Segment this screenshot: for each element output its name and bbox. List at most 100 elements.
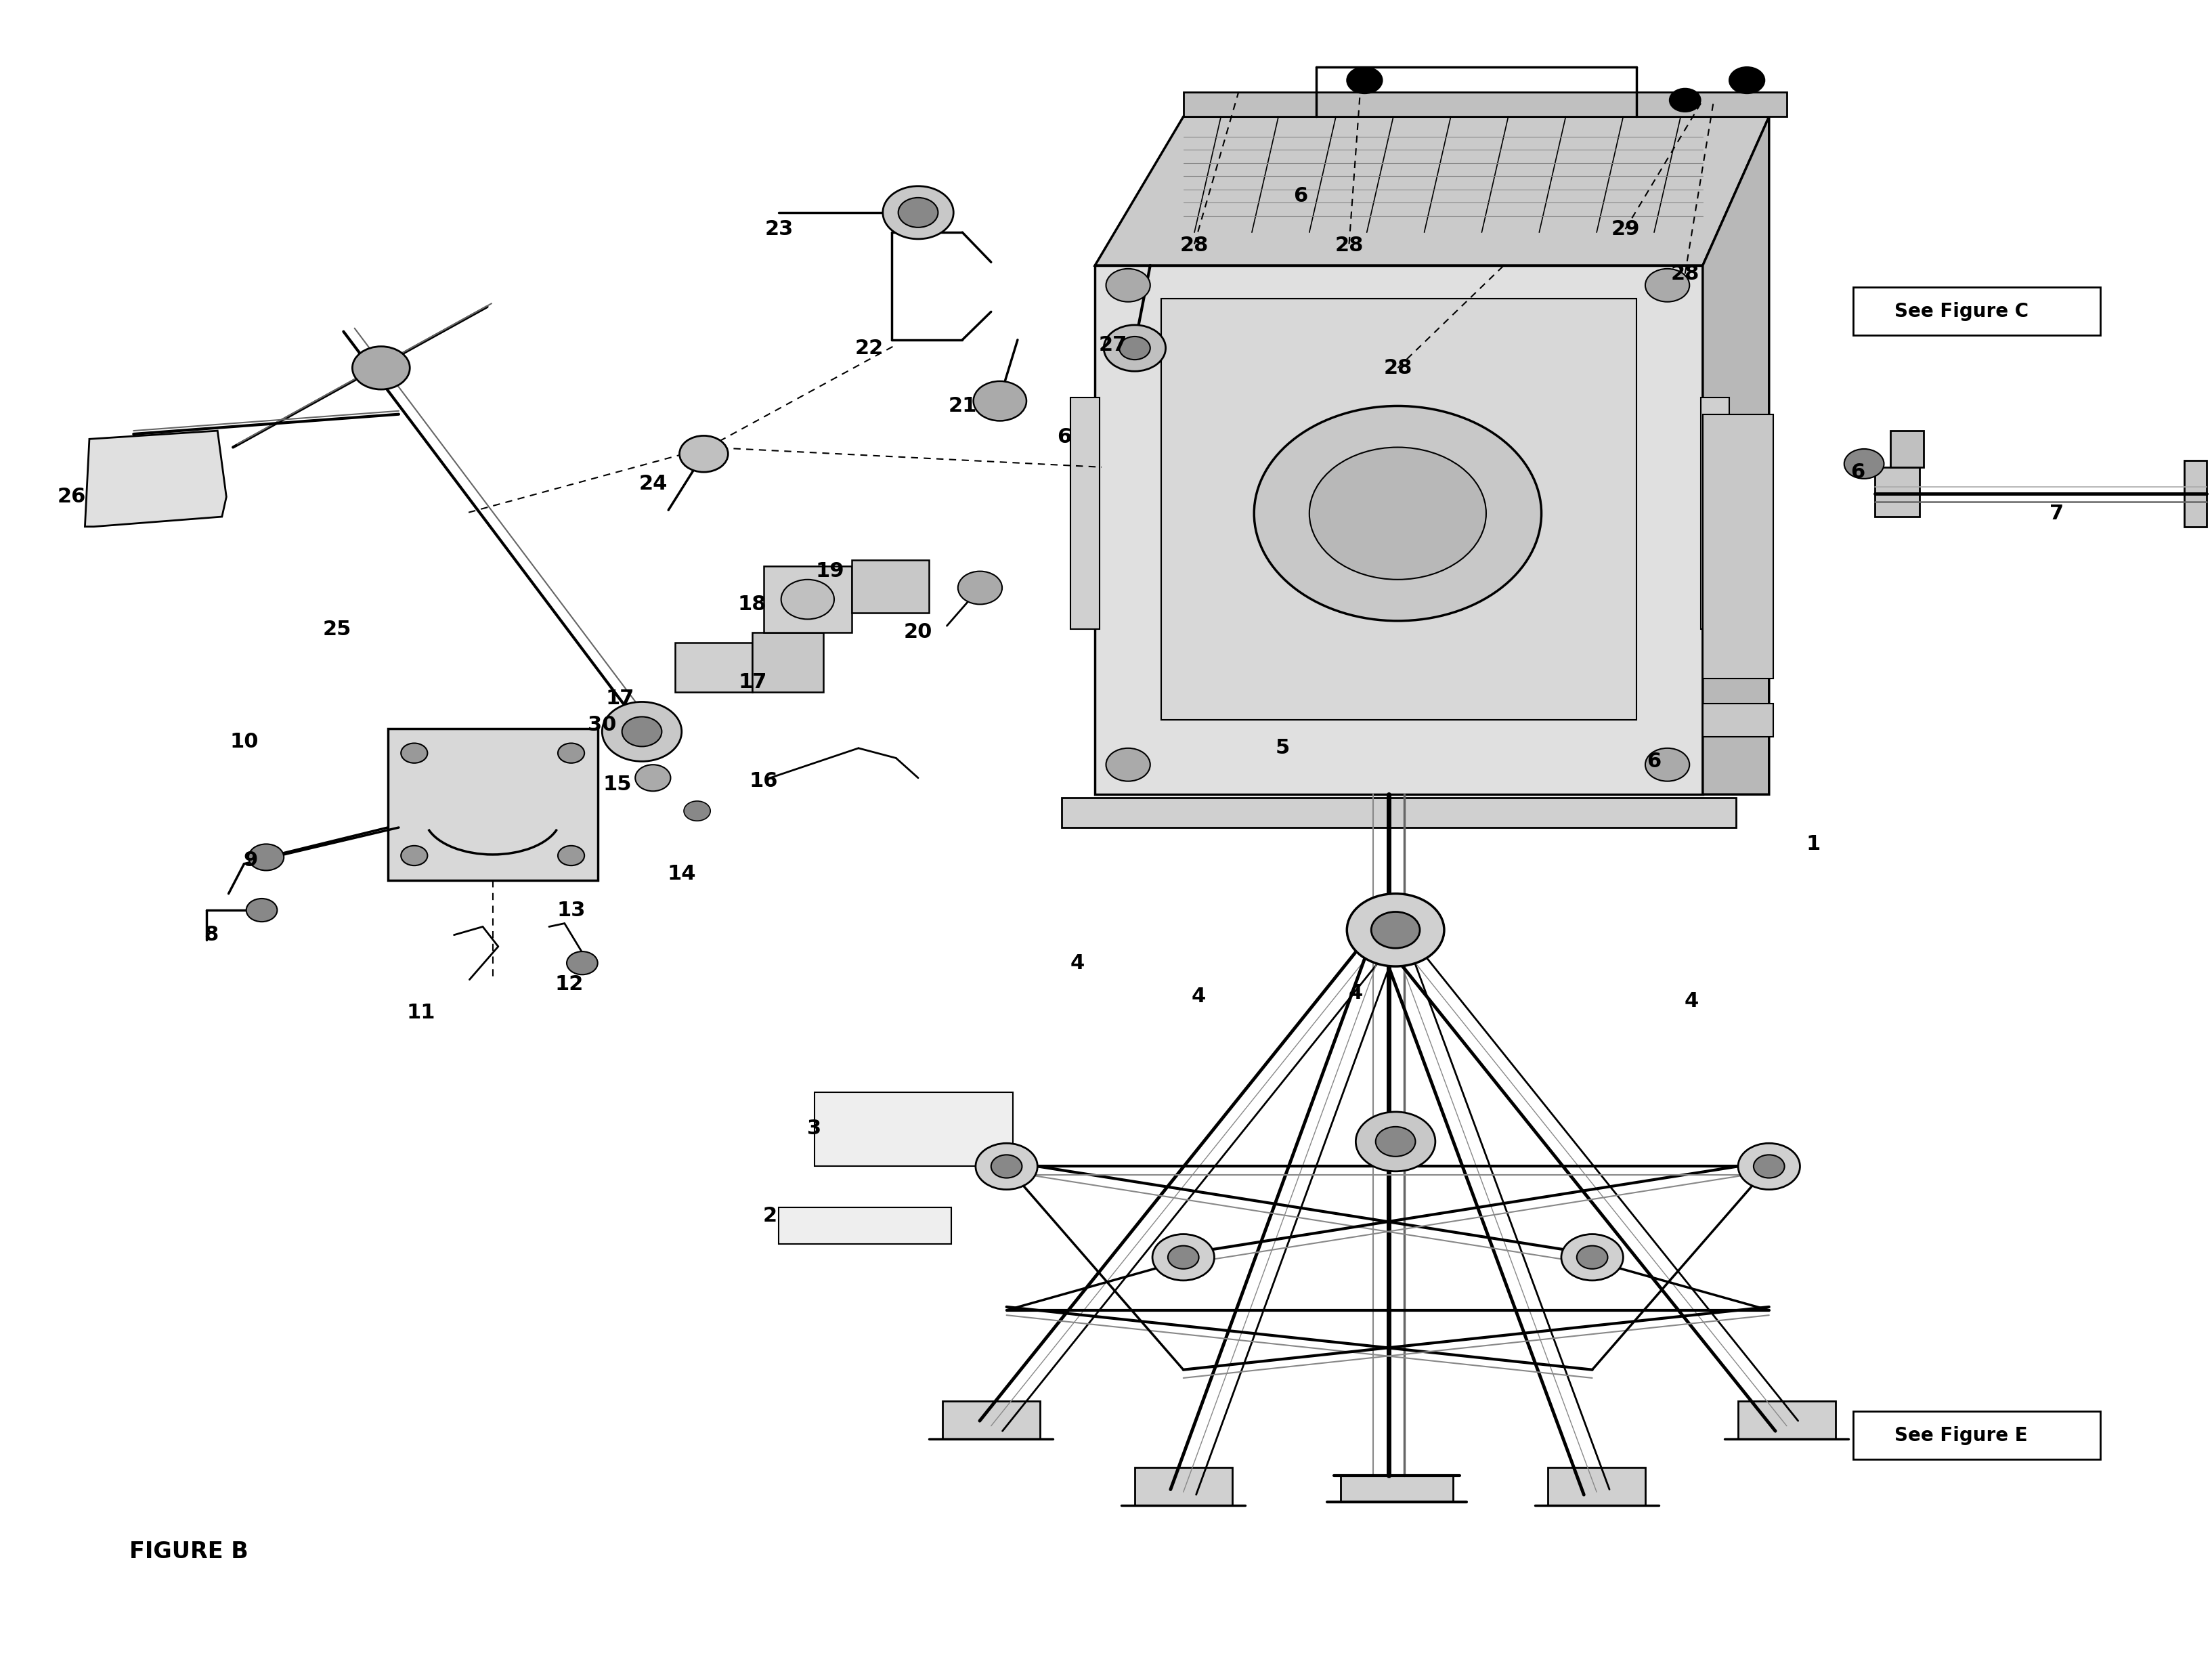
Text: 4: 4 — [1192, 986, 1206, 1006]
Text: 21: 21 — [949, 396, 978, 415]
Circle shape — [400, 743, 427, 763]
Text: 23: 23 — [765, 218, 794, 238]
Circle shape — [400, 846, 427, 866]
Text: 24: 24 — [639, 473, 668, 493]
Circle shape — [883, 185, 953, 238]
Polygon shape — [1095, 116, 1770, 265]
Text: See Figure E: See Figure E — [1896, 1427, 2028, 1445]
Circle shape — [602, 702, 681, 761]
Text: 25: 25 — [323, 619, 352, 639]
Text: 28: 28 — [1179, 235, 1208, 255]
Polygon shape — [814, 1092, 1013, 1167]
Text: 16: 16 — [750, 771, 779, 791]
Polygon shape — [1161, 298, 1637, 720]
Text: 29: 29 — [1610, 218, 1639, 238]
Circle shape — [958, 571, 1002, 604]
Circle shape — [1577, 1246, 1608, 1269]
Text: 4: 4 — [1071, 953, 1084, 973]
Text: 28: 28 — [1670, 263, 1699, 283]
Circle shape — [557, 743, 584, 763]
Circle shape — [1104, 324, 1166, 371]
Polygon shape — [1876, 467, 1920, 516]
Polygon shape — [387, 728, 597, 880]
Text: 6: 6 — [1849, 462, 1865, 482]
Text: 6: 6 — [1648, 751, 1661, 771]
Circle shape — [1356, 1112, 1436, 1172]
FancyBboxPatch shape — [1854, 286, 2101, 334]
FancyBboxPatch shape — [1854, 1412, 2101, 1460]
Circle shape — [1152, 1235, 1214, 1281]
Text: 30: 30 — [588, 715, 617, 735]
Polygon shape — [852, 559, 929, 612]
Circle shape — [1168, 1246, 1199, 1269]
Text: 20: 20 — [905, 622, 933, 642]
Text: 19: 19 — [816, 561, 845, 581]
Polygon shape — [752, 632, 823, 692]
Text: 3: 3 — [807, 1119, 821, 1139]
Text: 2: 2 — [763, 1206, 776, 1226]
Text: 28: 28 — [1382, 357, 1411, 377]
Circle shape — [635, 765, 670, 791]
Circle shape — [991, 1155, 1022, 1178]
Text: 11: 11 — [407, 1003, 436, 1023]
Polygon shape — [763, 566, 852, 632]
Text: 17: 17 — [606, 688, 635, 708]
Text: 28: 28 — [1334, 235, 1363, 255]
Polygon shape — [1340, 1476, 1453, 1503]
Circle shape — [1310, 447, 1486, 579]
Text: 4: 4 — [1686, 991, 1699, 1011]
Polygon shape — [84, 430, 226, 526]
Polygon shape — [675, 642, 752, 692]
Circle shape — [1739, 1144, 1801, 1190]
Circle shape — [781, 579, 834, 619]
Text: 4: 4 — [1349, 983, 1363, 1003]
Text: 26: 26 — [58, 487, 86, 506]
Text: 12: 12 — [555, 975, 584, 995]
Circle shape — [898, 197, 938, 227]
Polygon shape — [1071, 397, 1099, 629]
Polygon shape — [1739, 1402, 1836, 1440]
Text: 22: 22 — [856, 338, 885, 357]
Circle shape — [1376, 1127, 1416, 1157]
Text: FIGURE B: FIGURE B — [128, 1541, 248, 1562]
Circle shape — [566, 952, 597, 975]
Circle shape — [1119, 336, 1150, 359]
Text: 8: 8 — [204, 925, 219, 945]
Circle shape — [248, 844, 283, 871]
Circle shape — [1646, 748, 1690, 781]
Text: 18: 18 — [739, 594, 768, 614]
Circle shape — [973, 381, 1026, 420]
Polygon shape — [779, 1208, 951, 1245]
Circle shape — [1730, 68, 1765, 94]
Polygon shape — [1095, 265, 1703, 794]
Text: 15: 15 — [604, 775, 633, 794]
Text: 9: 9 — [243, 851, 259, 871]
Circle shape — [684, 801, 710, 821]
Text: 14: 14 — [668, 864, 697, 884]
Polygon shape — [1062, 798, 1736, 828]
Text: 6: 6 — [1057, 427, 1071, 447]
Text: 7: 7 — [2048, 503, 2064, 523]
Polygon shape — [2185, 460, 2208, 526]
Text: 17: 17 — [739, 672, 768, 692]
Circle shape — [1754, 1155, 1785, 1178]
Polygon shape — [1183, 93, 1787, 116]
Circle shape — [622, 717, 661, 746]
Circle shape — [975, 1144, 1037, 1190]
Circle shape — [1845, 449, 1885, 478]
Circle shape — [1670, 89, 1701, 111]
Polygon shape — [1135, 1468, 1232, 1506]
Text: 27: 27 — [1099, 334, 1126, 354]
Text: 10: 10 — [230, 732, 259, 751]
Circle shape — [1106, 748, 1150, 781]
Circle shape — [1347, 894, 1444, 967]
Polygon shape — [1703, 116, 1770, 794]
Circle shape — [246, 899, 276, 922]
Circle shape — [1646, 268, 1690, 301]
Circle shape — [1371, 912, 1420, 948]
Text: 1: 1 — [1805, 834, 1820, 854]
Polygon shape — [1891, 430, 1924, 467]
Polygon shape — [1703, 703, 1774, 736]
Text: 6: 6 — [1294, 187, 1307, 205]
Polygon shape — [942, 1402, 1040, 1440]
